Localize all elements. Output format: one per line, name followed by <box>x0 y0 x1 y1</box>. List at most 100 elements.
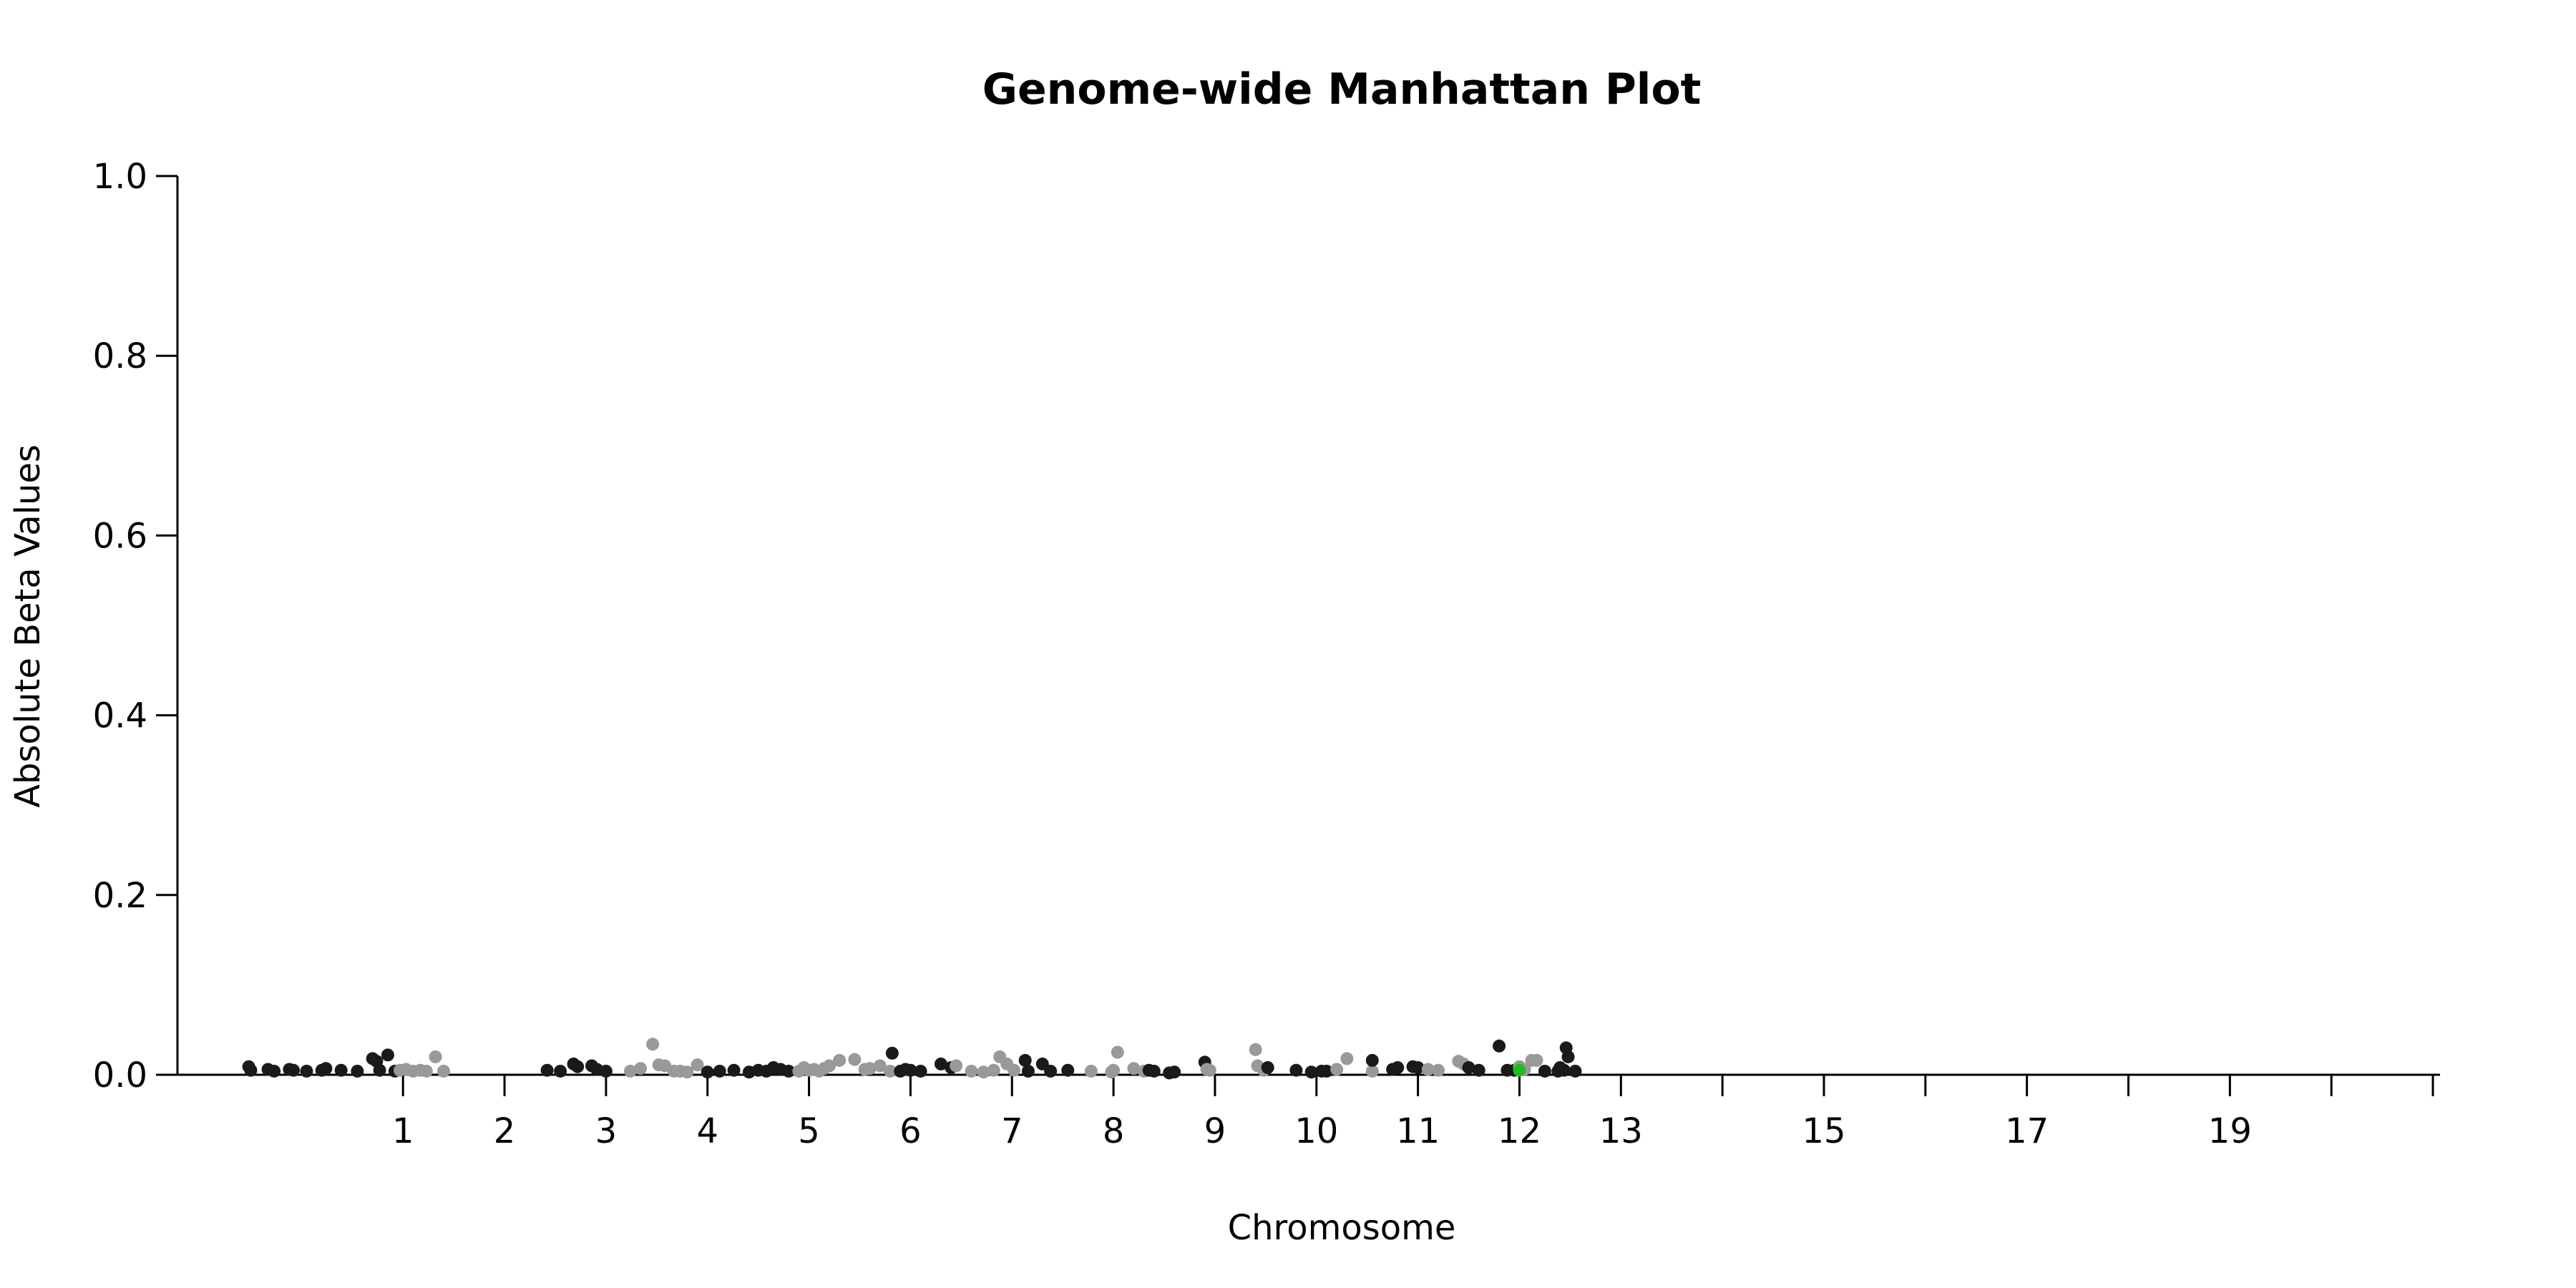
data-point <box>965 1064 978 1078</box>
x-axis: 1 2 3 4 5 6 7 8 9 10 11 12 13 15 17 19 <box>177 1073 2440 1151</box>
data-point <box>623 1064 637 1078</box>
y-tick-label: 0.0 <box>93 1055 147 1096</box>
data-point <box>1493 1039 1506 1053</box>
data-point <box>540 1063 554 1077</box>
data-point <box>713 1064 726 1078</box>
data-point <box>1561 1050 1575 1063</box>
data-point <box>1018 1053 1032 1067</box>
x-tick-label: 3 <box>595 1111 618 1151</box>
data-point <box>914 1064 927 1078</box>
y-tick-label: 0.2 <box>93 876 147 916</box>
data-point <box>373 1063 386 1077</box>
x-tick-label: 4 <box>696 1111 718 1151</box>
data-point <box>1249 1043 1262 1056</box>
y-tick-label: 0.4 <box>93 696 147 736</box>
y-tick-label: 1.0 <box>93 157 147 197</box>
data-point <box>287 1063 301 1077</box>
x-axis-label: Chromosome <box>1228 1208 1456 1248</box>
data-point <box>1111 1045 1124 1059</box>
chart-title: Genome-wide Manhattan Plot <box>982 64 1702 114</box>
y-axis-label: Absolute Beta Values <box>8 444 48 808</box>
data-point <box>1340 1052 1354 1065</box>
x-tick-label: 6 <box>899 1111 922 1151</box>
data-point <box>987 1063 1000 1077</box>
data-point <box>904 1063 917 1077</box>
data-point <box>429 1050 442 1063</box>
data-point <box>436 1064 450 1078</box>
data-point <box>634 1062 648 1075</box>
data-point <box>599 1064 613 1078</box>
x-tick-label: 12 <box>1498 1111 1541 1151</box>
data-point <box>1203 1063 1216 1077</box>
data-point <box>1431 1063 1445 1077</box>
x-tick-label: 9 <box>1204 1111 1226 1151</box>
data-point <box>351 1064 364 1078</box>
data-point <box>1472 1063 1485 1077</box>
data-points <box>242 1038 1582 1080</box>
data-point <box>1530 1053 1543 1067</box>
data-point <box>863 1062 877 1075</box>
data-point <box>873 1059 887 1073</box>
data-point <box>1107 1063 1121 1077</box>
data-point <box>268 1064 281 1078</box>
data-point <box>701 1065 714 1079</box>
data-point <box>1061 1063 1075 1077</box>
data-point <box>1462 1060 1475 1074</box>
data-point <box>1557 1063 1571 1077</box>
data-point <box>319 1062 333 1075</box>
data-point <box>885 1046 899 1060</box>
data-point <box>950 1059 963 1073</box>
x-tick-label: 5 <box>798 1111 820 1151</box>
x-tick-label: 17 <box>2005 1111 2049 1151</box>
data-point <box>1365 1064 1379 1078</box>
data-point <box>1568 1064 1582 1078</box>
data-point <box>1008 1063 1021 1077</box>
data-point <box>1411 1060 1425 1074</box>
data-point <box>334 1063 348 1077</box>
data-point <box>1421 1063 1435 1076</box>
highlight-point <box>1513 1063 1526 1077</box>
x-tick-label: 1 <box>392 1111 414 1151</box>
data-point <box>244 1063 258 1077</box>
data-point <box>1021 1064 1035 1078</box>
data-point <box>691 1058 704 1072</box>
data-point <box>554 1064 567 1078</box>
data-point <box>1044 1064 1058 1078</box>
data-point <box>646 1038 660 1051</box>
y-axis: 0.0 0.2 0.4 0.6 0.8 1.0 <box>93 157 179 1096</box>
data-point <box>1365 1053 1379 1067</box>
data-point <box>571 1060 585 1073</box>
data-point <box>1330 1063 1344 1076</box>
x-tick-label: 13 <box>1599 1111 1643 1151</box>
y-tick-label: 0.6 <box>93 516 147 556</box>
data-point <box>848 1053 862 1066</box>
x-tick-label: 11 <box>1396 1111 1440 1151</box>
data-point <box>1084 1064 1098 1078</box>
data-point <box>1319 1064 1333 1078</box>
x-tick-label: 7 <box>1001 1111 1023 1151</box>
x-tick-label: 19 <box>2208 1111 2252 1151</box>
data-point <box>1289 1063 1303 1077</box>
data-point <box>1147 1064 1161 1078</box>
data-point <box>680 1065 694 1079</box>
data-point <box>1538 1064 1551 1078</box>
x-tick-label: 10 <box>1294 1111 1338 1151</box>
data-point <box>419 1064 433 1078</box>
data-point <box>300 1064 313 1078</box>
data-point <box>833 1053 847 1067</box>
data-point <box>381 1048 394 1062</box>
x-tick-label: 2 <box>494 1111 516 1151</box>
data-point <box>782 1064 796 1078</box>
data-point <box>977 1065 990 1079</box>
data-point <box>1127 1062 1141 1075</box>
data-point <box>884 1064 897 1078</box>
data-point <box>1261 1060 1274 1074</box>
data-point <box>1168 1065 1181 1079</box>
data-point <box>1391 1060 1405 1074</box>
data-point <box>934 1057 947 1070</box>
x-tick-label: 8 <box>1103 1111 1125 1151</box>
data-point <box>727 1063 741 1077</box>
y-tick-label: 0.8 <box>93 336 147 376</box>
data-point <box>822 1059 836 1073</box>
